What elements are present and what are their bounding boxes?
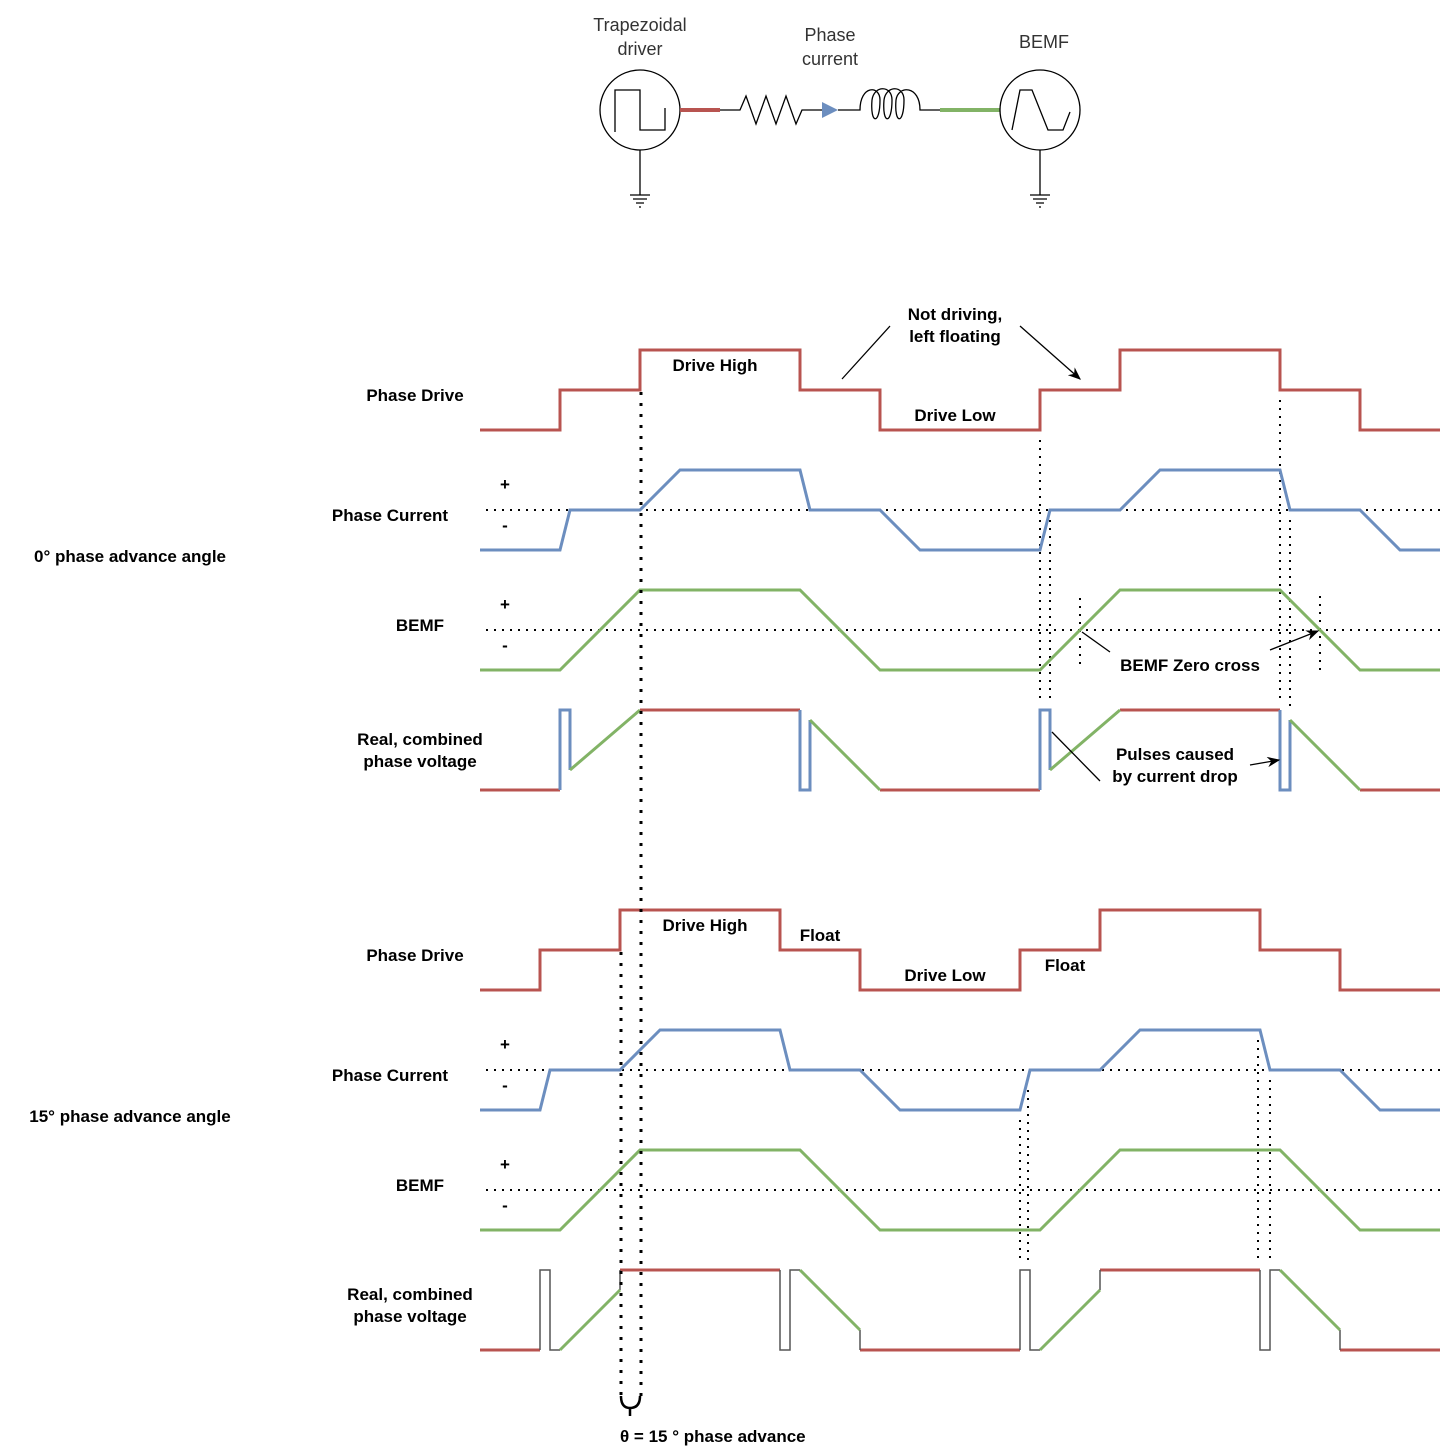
driver-label-line1: Trapezoidal: [593, 15, 686, 35]
row-label-phase-current: Phase Current: [332, 506, 449, 525]
phase-voltage-waveform: [480, 1268, 1440, 1352]
not-driving-arrows: [841, 325, 1080, 379]
not-driving-label-line2: left floating: [909, 327, 1001, 346]
plus-sign: +: [500, 475, 510, 494]
row-label-bemf: BEMF: [396, 1176, 444, 1195]
float-label: Float: [800, 926, 841, 945]
row-label-voltage-line1: Real, combined: [347, 1285, 473, 1304]
resistor-icon: [720, 94, 822, 126]
phase-current-waveform: [480, 1028, 1440, 1112]
plus-sign: +: [500, 1155, 510, 1174]
minus-sign: -: [502, 1196, 508, 1215]
bemf-source-label: BEMF: [1019, 32, 1069, 52]
minus-sign: -: [502, 516, 508, 535]
timing-markers: [1039, 400, 1321, 710]
phase-drive-waveform: [480, 348, 1440, 432]
row-label-voltage-line1: Real, combined: [357, 730, 483, 749]
row-label-phase-current: Phase Current: [332, 1066, 449, 1085]
zero-lines: [486, 509, 1440, 631]
minus-sign: -: [502, 1076, 508, 1095]
circuit-schematic: Trapezoidal driver Phase current BEMF: [593, 15, 1081, 208]
phase-voltage-waveform: [480, 708, 1440, 792]
not-driving-label-line1: Not driving,: [908, 305, 1002, 324]
row-label-voltage-line2: phase voltage: [363, 752, 476, 771]
pulses-arrows: [1051, 731, 1279, 782]
phase-drive-waveform: [480, 908, 1440, 992]
bemf-waveform: [480, 1148, 1440, 1232]
section-0-degree: 0° phase advance angle Phase Drive Phase…: [34, 305, 1440, 792]
pulses-label-line2: by current drop: [1112, 767, 1238, 786]
zero-cross-arrows: [1081, 631, 1318, 653]
float-label: Float: [1045, 956, 1086, 975]
section-title: 15° phase advance angle: [29, 1107, 230, 1126]
plus-sign: +: [500, 595, 510, 614]
ground-icon: [630, 150, 650, 208]
phase-current-waveform: [480, 468, 1440, 552]
drive-high-label: Drive High: [662, 916, 747, 935]
driver-label-line2: driver: [617, 39, 662, 59]
plus-sign: +: [500, 1035, 510, 1054]
ground-icon: [1030, 150, 1050, 208]
row-label-bemf: BEMF: [396, 616, 444, 635]
trapezoidal-driver-source-icon: [599, 69, 681, 151]
zero-lines: [486, 1069, 1440, 1191]
row-label-voltage-line2: phase voltage: [353, 1307, 466, 1326]
brace-icon: [619, 1395, 642, 1416]
current-arrow-icon: [822, 102, 838, 118]
inductor-icon: [838, 88, 940, 120]
zero-cross-label: BEMF Zero cross: [1120, 656, 1260, 675]
drive-high-label: Drive High: [672, 356, 757, 375]
bemf-source-icon: [999, 69, 1081, 151]
drive-low-label: Drive Low: [914, 406, 996, 425]
section-15-degree: 15° phase advance angle Phase Drive Phas…: [29, 908, 1440, 1446]
row-label-phase-drive: Phase Drive: [366, 946, 463, 965]
current-label-line2: current: [802, 49, 858, 69]
current-label-line1: Phase: [804, 25, 855, 45]
minus-sign: -: [502, 636, 508, 655]
pulses-label-line1: Pulses caused: [1116, 745, 1234, 764]
row-label-phase-drive: Phase Drive: [366, 386, 463, 405]
phase-advance-label: θ = 15 ° phase advance: [620, 1427, 806, 1446]
drive-low-label: Drive Low: [904, 966, 986, 985]
section-title: 0° phase advance angle: [34, 547, 226, 566]
